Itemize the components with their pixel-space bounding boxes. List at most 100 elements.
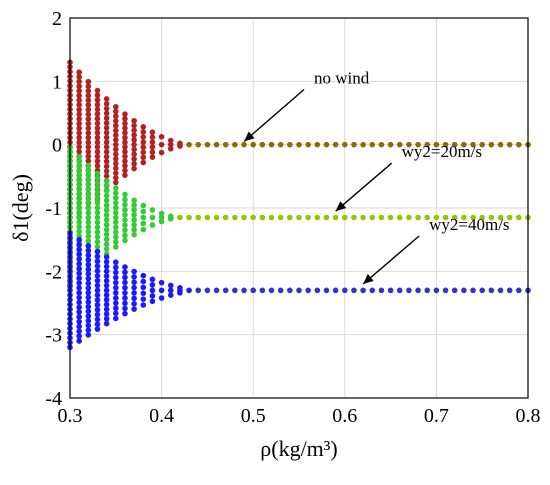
data-point — [131, 137, 137, 143]
y-tick-label: -2 — [45, 261, 62, 283]
data-point — [122, 222, 128, 228]
data-point — [122, 269, 128, 276]
data-point — [85, 88, 92, 94]
data-point — [103, 153, 110, 160]
data-point — [131, 146, 137, 153]
data-point — [122, 120, 128, 127]
data-point — [76, 251, 82, 257]
data-point — [103, 163, 110, 170]
data-point — [131, 160, 137, 167]
data-point — [94, 120, 101, 127]
data-point — [103, 278, 110, 284]
data-point — [241, 141, 247, 148]
data-point — [140, 149, 147, 156]
data-point — [76, 328, 82, 335]
data-point — [103, 292, 110, 298]
data-point — [103, 187, 110, 194]
data-point — [167, 141, 174, 148]
data-point — [113, 165, 119, 172]
data-point — [113, 104, 119, 110]
data-point — [122, 284, 128, 291]
data-point — [351, 141, 357, 148]
data-point — [167, 145, 174, 152]
data-point — [85, 116, 92, 122]
data-point — [113, 290, 119, 296]
data-point — [122, 305, 128, 312]
data-point — [131, 151, 137, 158]
data-point — [85, 209, 92, 216]
data-point — [470, 214, 476, 221]
data-point — [351, 214, 357, 221]
data-point — [94, 106, 101, 113]
data-point — [140, 220, 147, 227]
data-point — [122, 295, 128, 301]
data-point — [122, 111, 128, 117]
data-point — [94, 224, 101, 231]
data-point — [131, 207, 137, 213]
data-point — [94, 185, 101, 191]
annotation-arrow — [362, 235, 420, 285]
data-point — [103, 236, 110, 243]
data-point — [103, 192, 110, 199]
data-point — [103, 202, 110, 209]
data-point — [369, 141, 376, 148]
data-point — [387, 214, 394, 221]
data-point — [103, 301, 110, 308]
data-point — [113, 170, 119, 176]
data-point — [94, 144, 101, 150]
data-point — [113, 118, 119, 124]
data-point — [488, 287, 495, 294]
data-point — [488, 141, 495, 148]
data-point — [149, 129, 156, 135]
data-point — [113, 310, 119, 317]
data-point — [94, 134, 101, 141]
data-point — [76, 92, 82, 99]
data-point — [94, 326, 101, 332]
data-point — [497, 141, 504, 148]
data-point — [85, 181, 92, 188]
data-point — [94, 130, 101, 136]
data-point — [94, 125, 101, 131]
data-point — [360, 214, 366, 221]
data-point — [94, 158, 101, 164]
data-point — [387, 287, 394, 294]
data-point — [85, 102, 92, 108]
data-point — [85, 242, 92, 249]
x-tick-label: 0.5 — [241, 405, 266, 427]
data-point — [76, 333, 82, 339]
data-point — [85, 130, 92, 136]
data-point — [85, 195, 92, 202]
data-point — [259, 141, 266, 148]
data-point — [232, 287, 238, 294]
data-point — [76, 280, 82, 286]
data-point — [85, 332, 92, 338]
data-point — [85, 299, 92, 305]
data-point — [85, 233, 92, 240]
data-point — [122, 227, 128, 234]
data-point — [113, 269, 119, 276]
data-point — [222, 287, 229, 294]
data-point — [250, 287, 256, 294]
data-point — [76, 338, 82, 344]
annotation-arrowhead — [335, 201, 347, 212]
data-point — [85, 191, 92, 197]
y-tick-label: 0 — [52, 135, 62, 157]
data-point — [122, 167, 128, 174]
data-point — [76, 139, 82, 146]
data-point — [85, 134, 92, 141]
data-point — [94, 263, 101, 269]
tick-labels: 0.3 0.4 0.5 0.6 0.7 0.8 -4 -3 -2 -1 0 1 2 — [45, 8, 540, 427]
data-point — [76, 74, 82, 80]
data-point — [131, 132, 137, 138]
data-point — [76, 163, 82, 170]
data-point — [76, 102, 82, 108]
data-point — [113, 229, 119, 236]
data-point — [103, 268, 110, 275]
data-point — [158, 214, 165, 221]
data-points — [67, 59, 531, 351]
data-point — [94, 219, 101, 226]
data-point — [131, 231, 137, 238]
data-point — [516, 141, 522, 148]
data-point — [76, 294, 82, 301]
